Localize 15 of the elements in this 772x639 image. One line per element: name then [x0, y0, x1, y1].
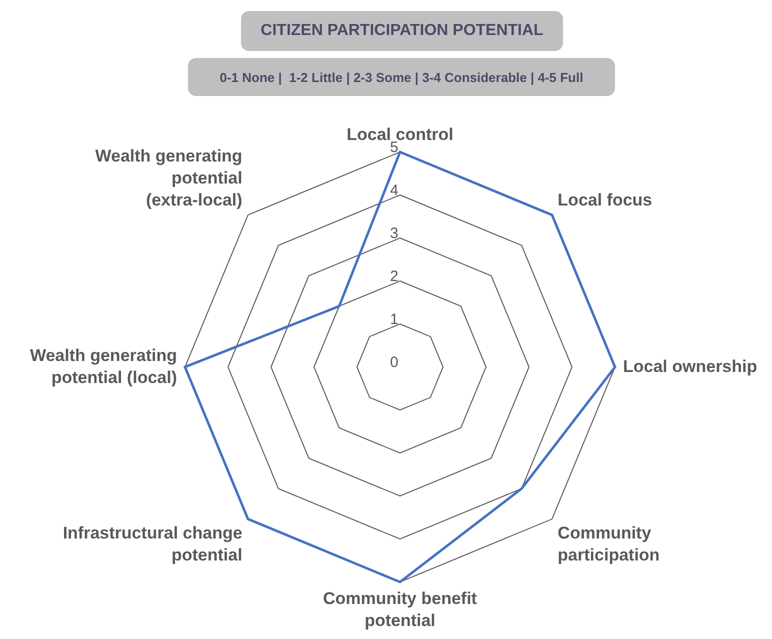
- spoke-label: Wealth generating potential (extra-local): [95, 146, 242, 210]
- spoke-label: Local focus: [558, 190, 652, 210]
- y-tick-label: 3: [390, 225, 398, 242]
- spoke-label: Local ownership: [623, 357, 758, 376]
- chart-title: CITIZEN PARTICIPATION POTENTIAL: [241, 11, 563, 51]
- spoke-label: Community participation: [558, 524, 660, 565]
- chart-subtitle: 0-1 None | 1-2 Little | 2-3 Some | 3-4 Considerable | 4-5 Full: [188, 58, 615, 96]
- spoke-label: Community benefit potential: [323, 589, 478, 630]
- y-tick-label: 0: [390, 354, 398, 371]
- y-tick-label: 2: [390, 268, 398, 285]
- y-tick-label: 4: [390, 182, 398, 199]
- y-tick-label: 1: [390, 311, 398, 328]
- spoke-label: Infrastructural change potential: [62, 524, 242, 565]
- spoke-label: Wealth generating potential (local): [30, 346, 177, 387]
- y-tick-label: 5: [390, 139, 398, 156]
